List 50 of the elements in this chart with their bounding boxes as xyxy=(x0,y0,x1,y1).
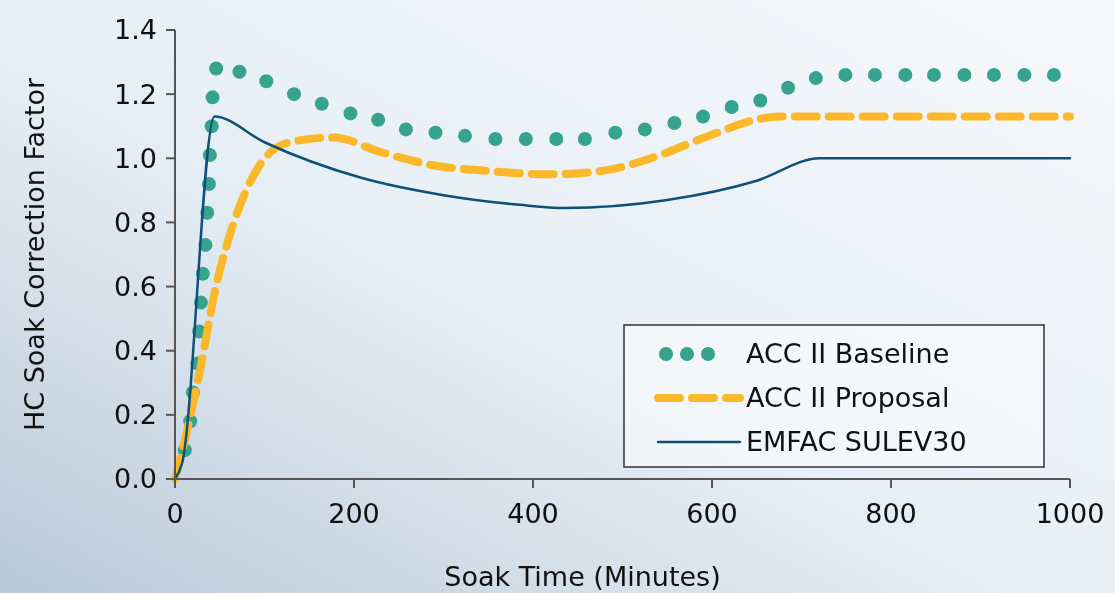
y-tick-label: 1.2 xyxy=(114,78,157,110)
y-tick-label: 0.0 xyxy=(114,463,157,495)
x-tick-label: 200 xyxy=(328,498,380,529)
point xyxy=(957,67,972,82)
point xyxy=(577,132,592,147)
point xyxy=(428,125,443,140)
point xyxy=(781,80,796,95)
point xyxy=(549,132,564,147)
legend-label: EMFAC SULEV30 xyxy=(746,426,967,458)
point xyxy=(898,67,913,82)
point xyxy=(343,106,358,121)
x-tick-label: 400 xyxy=(507,498,559,529)
point xyxy=(637,122,652,137)
point xyxy=(488,132,503,147)
point xyxy=(838,67,853,82)
point xyxy=(753,93,768,108)
point xyxy=(1017,67,1032,82)
point xyxy=(287,87,302,102)
x-axis-title: Soak Time (Minutes) xyxy=(444,561,721,592)
point xyxy=(724,99,739,114)
point xyxy=(232,64,247,79)
y-tick-label: 1.0 xyxy=(114,142,157,174)
point xyxy=(314,96,329,111)
point xyxy=(808,71,823,86)
point xyxy=(209,61,224,76)
legend-label: ACC II Baseline xyxy=(746,338,950,370)
legend-label: ACC II Proposal xyxy=(746,382,950,414)
y-tick-label: 0.6 xyxy=(114,271,157,303)
point xyxy=(205,90,220,105)
point xyxy=(518,132,533,147)
point xyxy=(398,122,413,137)
point xyxy=(371,112,386,127)
point xyxy=(608,125,623,140)
x-tick-label: 1000 xyxy=(1035,498,1105,529)
point xyxy=(696,109,711,124)
point xyxy=(667,116,682,131)
y-tick-label: 0.8 xyxy=(114,206,157,238)
point xyxy=(259,74,274,89)
x-tick-label: 800 xyxy=(865,498,917,529)
y-tick-label: 0.2 xyxy=(114,399,157,431)
y-tick-label: 1.4 xyxy=(114,14,157,46)
point xyxy=(926,67,941,82)
y-tick-label: 0.4 xyxy=(114,335,157,367)
point xyxy=(457,128,472,143)
point xyxy=(1046,67,1061,82)
x-tick-label: 600 xyxy=(686,498,738,529)
point xyxy=(867,67,882,82)
y-axis-title: HC Soak Correction Factor xyxy=(19,77,50,432)
x-tick-label: 0 xyxy=(166,498,184,529)
point xyxy=(986,67,1001,82)
